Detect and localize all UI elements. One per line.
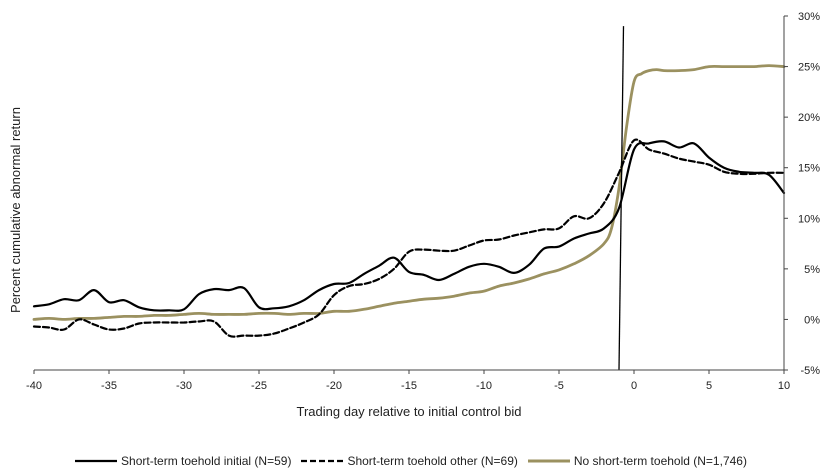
x-tick-label: -40: [26, 380, 42, 392]
x-tick-label: 10: [778, 380, 790, 392]
legend-item-none: No short-term toehold (N=1,746): [527, 454, 747, 468]
y-tick-label: 5%: [804, 264, 820, 276]
x-tick-label: -20: [326, 380, 342, 392]
x-tick-label: -15: [401, 380, 417, 392]
legend-label-none: No short-term toehold (N=1,746): [573, 454, 747, 468]
legend-swatch-solid-black: [75, 459, 118, 463]
y-tick-label: 15%: [798, 163, 820, 175]
legend-label-other: Short-term toehold other (N=69): [347, 454, 518, 468]
x-tick-label: -10: [476, 380, 492, 392]
legend: Short-term toehold initial (N=59) Short-…: [0, 452, 822, 470]
x-tick-label: -30: [176, 380, 192, 392]
plot-lines: [32, 26, 786, 371]
legend-swatch-olive: [527, 459, 570, 463]
x-axis-title: Trading day relative to initial control …: [297, 404, 522, 419]
y-tick-label: 20%: [798, 112, 820, 124]
y-tick-label: 0%: [804, 314, 820, 326]
x-tick-label: -5: [554, 380, 564, 392]
announcement-marker-line: [618, 26, 625, 371]
series-line-initial: [32, 140, 786, 312]
series-line-other: [32, 138, 786, 338]
legend-item-initial: Short-term toehold initial (N=59): [75, 454, 291, 468]
y-tick-label: -5%: [800, 365, 820, 377]
legend-item-other: Short-term toehold other (N=69): [301, 454, 518, 468]
tick-labels: -40 -35 -30 -25 -20 -15 -10 -5 0 5 10 -5% 0% 5% 10% 15%…: [26, 11, 820, 392]
legend-label-initial: Short-term toehold initial (N=59): [121, 454, 292, 468]
x-tick-label: 5: [706, 380, 712, 392]
axes: [33, 15, 788, 374]
y-tick-label: 25%: [798, 62, 820, 74]
y-tick-label: 10%: [798, 213, 820, 225]
legend-swatch-dashed-black: [301, 459, 344, 463]
x-tick-label: -25: [251, 380, 267, 392]
x-tick-label: -35: [101, 380, 117, 392]
y-axis-title: Percent cumulative abnormal return: [8, 107, 23, 313]
x-tick-label: 0: [631, 380, 637, 392]
series-line-no-toehold: [32, 64, 786, 321]
y-tick-label: 30%: [798, 11, 820, 23]
